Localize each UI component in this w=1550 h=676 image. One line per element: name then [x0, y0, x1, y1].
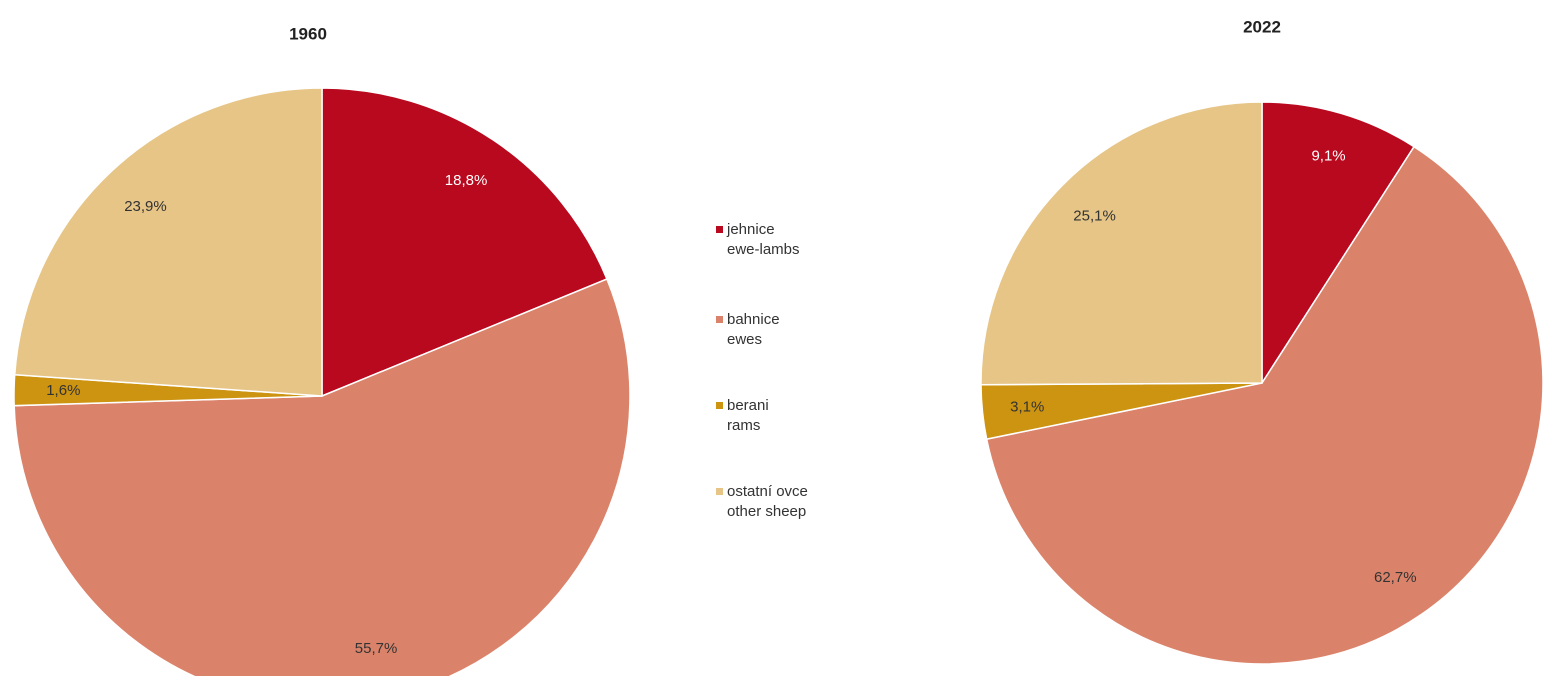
pie-slice [1261, 101, 1416, 386]
legend-label: jehnice [726, 221, 775, 238]
pie-slice [980, 101, 1263, 386]
legend-label: ewe-lambs [727, 241, 800, 258]
data-label: 9,1% [1311, 148, 1345, 165]
legend-label: berani [727, 397, 769, 414]
pie-slice [321, 87, 608, 398]
legend-label: bahnice [727, 311, 780, 328]
data-label: 3,1% [1010, 398, 1044, 415]
legend-label: ewes [727, 331, 762, 348]
data-label: 25,1% [1073, 208, 1116, 225]
pie-slice [13, 87, 323, 397]
legend-label: ostatní ovce [727, 483, 808, 500]
data-label: 1,6% [46, 382, 80, 399]
data-label: 55,7% [355, 640, 398, 657]
legend-swatch [716, 316, 723, 323]
data-label: 62,7% [1374, 569, 1417, 586]
legend-swatch [716, 402, 723, 409]
pie-slice [13, 278, 631, 676]
data-label: 18,8% [445, 172, 488, 189]
pie-slice [985, 145, 1544, 665]
legend-swatch [716, 488, 723, 495]
legend-swatch [716, 226, 723, 233]
chart-title: 2022 [1243, 17, 1281, 36]
legend-label: other sheep [727, 503, 806, 520]
chart-title: 1960 [289, 24, 327, 43]
data-label: 23,9% [124, 198, 167, 215]
legend-label: rams [727, 417, 760, 434]
